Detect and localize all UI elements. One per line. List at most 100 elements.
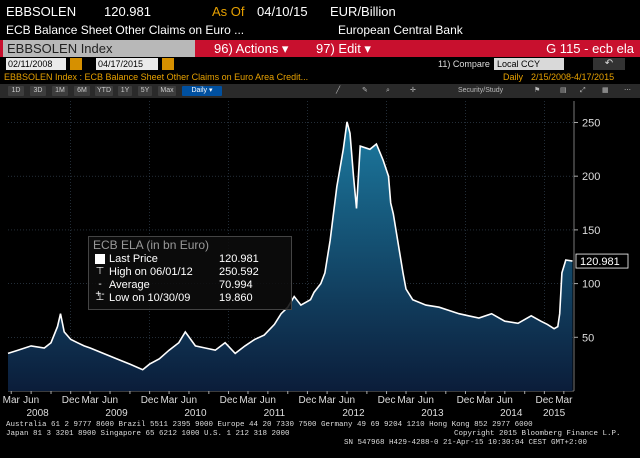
x-year-label: 2008	[26, 408, 49, 419]
chart-type-icon[interactable]: ▦	[602, 87, 609, 94]
periodicity-label: Daily	[503, 72, 524, 82]
security-description: ECB Balance Sheet Other Claims on Euro .…	[6, 23, 245, 37]
x-year-label: 2013	[421, 408, 444, 419]
x-tick-label: Mar	[555, 395, 573, 406]
annotation-tool-icon[interactable]: ✎	[362, 87, 368, 94]
data-source: European Central Bank	[338, 23, 463, 37]
average-dashes-icon: -+-	[95, 279, 105, 300]
legend-row-average: -+- Average 70.994	[95, 279, 287, 300]
back-arrow-icon[interactable]: ↶	[593, 58, 625, 70]
ticker-symbol: EBBSOLEN	[6, 4, 77, 19]
security-header: EBBSOLEN 120.981 As Of 04/10/15 EUR/Bill…	[0, 0, 640, 22]
x-tick-label: Mar	[318, 395, 336, 406]
x-year-label: 2015	[543, 408, 566, 419]
x-tick-label: Jun	[181, 395, 197, 406]
last-price-box	[575, 253, 629, 269]
actions-menu[interactable]: 96) Actions ▾	[214, 41, 289, 56]
calendar-icon[interactable]	[70, 58, 82, 70]
x-year-label: 2010	[184, 408, 207, 419]
x-tick-label: Dec	[141, 395, 159, 406]
legend-label: Last Price	[109, 253, 158, 265]
x-tick-label: Jun	[339, 395, 355, 406]
x-tick-label: Jun	[102, 395, 118, 406]
period-1d-button[interactable]: 1D	[8, 86, 24, 96]
period-1y-button[interactable]: 1Y	[118, 86, 132, 96]
x-tick-label: Mar	[3, 395, 21, 406]
legend-value: 120.981	[219, 253, 259, 265]
last-value: 120.981	[104, 4, 151, 19]
x-tick-label: Dec	[220, 395, 238, 406]
x-tick-label: Mar	[239, 395, 257, 406]
start-date-field[interactable]: 02/11/2008	[6, 58, 66, 70]
period-6m-button[interactable]: 6M	[74, 86, 90, 96]
last-price-square-icon	[95, 254, 105, 264]
legend-row-last-price: Last Price 120.981	[95, 253, 287, 266]
units-label: EUR/Billion	[330, 4, 396, 19]
ticker-input[interactable]: EBBSOLEN Index	[3, 40, 195, 57]
flag-icon[interactable]: ⚑	[534, 87, 541, 94]
x-tick-label: Dec	[299, 395, 317, 406]
compare-label[interactable]: 11) Compare	[438, 59, 490, 69]
x-year-label: 2012	[342, 408, 365, 419]
footer: Australia 61 2 9777 8600 Brazil 5511 239…	[0, 421, 640, 458]
frequency-dropdown[interactable]: Daily ▾	[182, 86, 222, 96]
x-tick-label: Jun	[418, 395, 434, 406]
x-tick-label: Mar	[476, 395, 494, 406]
period-toolbar: 1D 3D 1M 6M YTD 1Y 5Y Max Daily ▾ ╱ ✎ ⌕ …	[0, 84, 640, 98]
y-tick-label: 150	[582, 225, 600, 237]
period-1m-button[interactable]: 1M	[52, 86, 68, 96]
x-tick-label: Dec	[535, 395, 553, 406]
price-line	[7, 121, 573, 371]
expand-icon[interactable]: ⤢	[580, 87, 586, 94]
high-marker-icon: ⊤	[95, 266, 105, 277]
period-ytd-button[interactable]: YTD	[95, 86, 113, 96]
page-id: G 115 - ecb ela	[546, 41, 634, 56]
chart-info-row: EBBSOLEN Index : ECB Balance Sheet Other…	[0, 71, 640, 83]
footer-phone-line-2: Japan 81 3 3201 8900 Singapore 65 6212 1…	[6, 430, 290, 438]
as-of-date: 04/10/15	[257, 4, 308, 19]
zoom-tool-icon[interactable]: ⌕	[386, 87, 390, 94]
x-tick-label: Mar	[160, 395, 178, 406]
chart-settings-icon[interactable]: ▤	[560, 87, 567, 94]
security-study-menu[interactable]: Security/Study	[458, 87, 504, 94]
x-year-label: 2009	[105, 408, 128, 419]
date-range-row: 02/11/2008 04/17/2015 11) Compare Local …	[0, 58, 640, 70]
footer-session-info: SN 547968 H429-4288-0 21-Apr-15 10:30:04…	[344, 439, 588, 447]
chart-legend[interactable]: ECB ELA (in bn Euro) Last Price 120.981 …	[88, 236, 292, 310]
line-tool-icon[interactable]: ╱	[336, 87, 341, 94]
footer-phone-line-1: Australia 61 2 9777 8600 Brazil 5511 239…	[6, 421, 533, 429]
chart-series-title: EBBSOLEN Index : ECB Balance Sheet Other…	[4, 72, 309, 82]
x-tick-label: Dec	[457, 395, 475, 406]
period-3d-button[interactable]: 3D	[30, 86, 46, 96]
security-description-row: ECB Balance Sheet Other Claims on Euro .…	[0, 22, 640, 39]
period-5y-button[interactable]: 5Y	[138, 86, 152, 96]
y-tick-label: 250	[582, 117, 600, 129]
more-options-icon[interactable]: ⋯	[624, 87, 631, 94]
end-date-field[interactable]: 04/17/2015	[96, 58, 158, 70]
legend-label: Average	[109, 279, 150, 291]
edit-menu[interactable]: 97) Edit ▾	[316, 41, 371, 56]
legend-title: ECB ELA (in bn Euro)	[93, 238, 210, 252]
last-price-label: 120.981	[580, 256, 620, 268]
as-of-label: As Of	[212, 4, 245, 19]
date-range-label: 2/15/2008-4/17/2015	[531, 72, 615, 82]
legend-label: High on 06/01/12	[109, 266, 193, 278]
legend-value: 70.994	[219, 279, 253, 291]
calendar-icon[interactable]	[162, 58, 174, 70]
x-tick-label: Dec	[62, 395, 80, 406]
legend-label: Low on 10/30/09	[109, 292, 191, 304]
period-max-button[interactable]: Max	[158, 86, 176, 96]
x-year-label: 2011	[264, 408, 286, 419]
legend-value: 19.860	[219, 292, 253, 304]
x-tick-label: Jun	[23, 395, 39, 406]
x-year-label: 2014	[500, 408, 523, 419]
menu-bar: EBBSOLEN Index 96) Actions ▾ 97) Edit ▾ …	[0, 40, 640, 57]
area-fill	[8, 121, 573, 392]
x-tick-label: Jun	[260, 395, 276, 406]
x-tick-label: Dec	[378, 395, 396, 406]
legend-row-low: ⊥ Low on 10/30/09 19.860	[95, 292, 287, 305]
crosshair-tool-icon[interactable]: ✛	[410, 87, 416, 94]
footer-copyright: Copyright 2015 Bloomberg Finance L.P.	[454, 430, 621, 438]
currency-select[interactable]: Local CCY	[494, 58, 564, 70]
x-tick-label: Mar	[82, 395, 100, 406]
